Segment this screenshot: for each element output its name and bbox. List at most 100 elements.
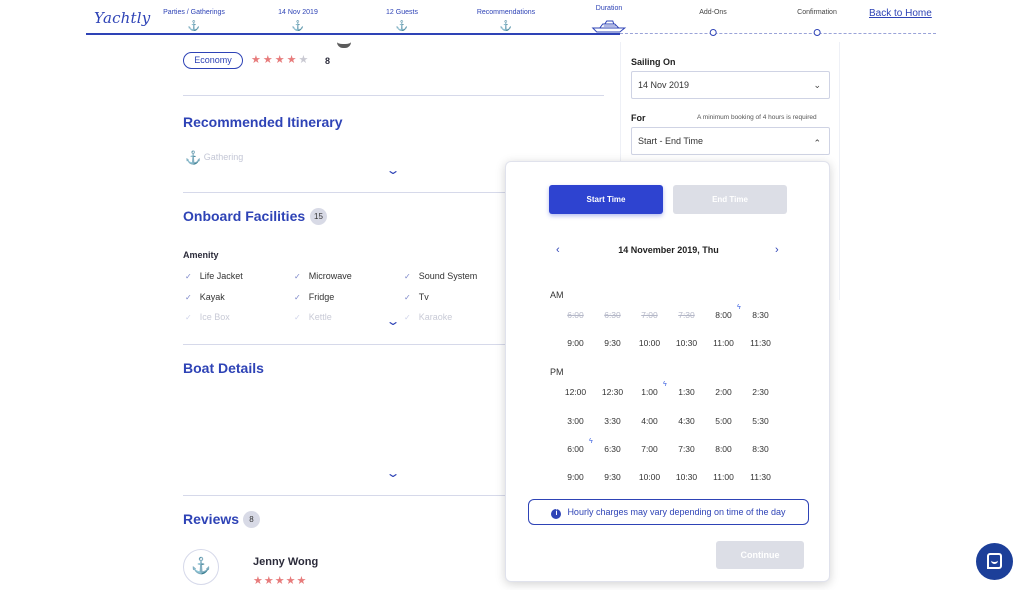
time-slot[interactable]: 10:30 xyxy=(675,338,698,348)
anchor-icon: ⚓ xyxy=(185,150,202,165)
divider xyxy=(183,344,505,345)
amenity-item: ✓ Sound System xyxy=(404,271,478,281)
reviews-title: Reviews xyxy=(183,511,240,527)
time-slot[interactable]: 10:00 xyxy=(638,472,661,482)
time-slot[interactable]: 4:30 xyxy=(678,416,695,426)
reviewer-rating-stars: ★★★★★ xyxy=(253,575,308,587)
previous-day-arrow-icon[interactable]: ‹ xyxy=(556,244,560,256)
time-slot[interactable]: 2:00 xyxy=(715,387,732,397)
step-dot-icon xyxy=(813,29,821,36)
time-slot[interactable]: 9:00 xyxy=(567,338,584,348)
check-icon: ✓ xyxy=(404,293,411,302)
time-slot[interactable]: 8:00 xyxy=(715,310,732,320)
amenity-item: ✓ Kettle xyxy=(294,312,332,322)
anchor-icon: ⚓ xyxy=(499,21,513,32)
step-parties[interactable]: Parties / Gatherings ⚓ xyxy=(163,9,225,32)
expand-boat-details-chevron-icon[interactable]: ⌄ xyxy=(385,466,401,480)
time-slot[interactable]: 11:30 xyxy=(750,338,771,348)
anchor-icon: ⚓ xyxy=(191,558,211,575)
time-slot[interactable]: 8:00 xyxy=(715,444,732,454)
amenity-group-title: Amenity xyxy=(183,250,219,260)
step-duration: Duration xyxy=(591,0,627,33)
start-time-tab[interactable]: Start Time xyxy=(549,185,663,214)
check-icon: ✓ xyxy=(185,313,192,322)
expand-facilities-chevron-icon[interactable]: ⌄ xyxy=(385,314,401,328)
time-slot[interactable]: 6:00 xyxy=(567,444,584,454)
check-icon: ✓ xyxy=(294,272,301,281)
chat-launcher-button[interactable] xyxy=(976,543,1013,580)
time-slot[interactable]: 3:00 xyxy=(567,416,584,426)
time-range-select[interactable]: Start - End Time ⌃ xyxy=(631,127,830,155)
divider xyxy=(183,95,604,96)
check-icon: ✓ xyxy=(185,293,192,302)
time-slot[interactable]: 3:30 xyxy=(604,416,621,426)
time-slot: 6:30 xyxy=(604,310,621,320)
time-slot[interactable]: 9:30 xyxy=(604,338,621,348)
time-slot: 7:30 xyxy=(678,310,695,320)
time-slot[interactable]: 11:30 xyxy=(750,472,771,482)
time-slot[interactable]: 5:00 xyxy=(715,416,732,426)
step-confirmation: Confirmation xyxy=(797,0,837,36)
peak-rate-bolt-icon: ϟ xyxy=(737,304,741,311)
amenity-item: ✓ Tv xyxy=(404,292,429,302)
amenity-item: ✓ Life Jacket xyxy=(185,271,243,281)
sailing-date-select[interactable]: 14 Nov 2019 ⌄ xyxy=(631,71,830,99)
step-add-ons: Add-Ons xyxy=(699,0,727,36)
time-slot[interactable]: 6:30 xyxy=(604,444,621,454)
step-date[interactable]: 14 Nov 2019 ⚓ xyxy=(278,9,318,32)
time-slot[interactable]: 8:30 xyxy=(752,444,769,454)
time-slot[interactable]: 9:00 xyxy=(567,472,584,482)
time-slot[interactable]: 4:00 xyxy=(641,416,658,426)
time-slot[interactable]: 11:00 xyxy=(713,472,734,482)
reviewer-name: Jenny Wong xyxy=(253,556,319,568)
facilities-title: Onboard Facilities xyxy=(183,208,306,224)
chat-icon xyxy=(987,553,1002,569)
check-icon: ✓ xyxy=(294,313,301,322)
time-picker-popup: Start Time End Time ‹ 14 November 2019, … xyxy=(505,161,830,582)
anchor-icon: ⚓ xyxy=(187,21,201,32)
listing-title-cut xyxy=(337,36,351,48)
time-slot[interactable]: 11:00 xyxy=(713,338,734,348)
time-slot[interactable]: 12:30 xyxy=(601,387,624,397)
time-slot[interactable]: 10:00 xyxy=(638,338,661,348)
amenity-item: ✓ Karaoke xyxy=(404,312,453,322)
time-slot[interactable]: 7:00 xyxy=(641,444,658,454)
time-slot[interactable]: 2:30 xyxy=(752,387,769,397)
facilities-count-badge: 15 xyxy=(310,208,327,225)
progress-header: Yachtly Parties / Gatherings ⚓ 14 Nov 20… xyxy=(0,0,1024,40)
time-slot[interactable]: 10:30 xyxy=(675,472,698,482)
time-slot[interactable]: 1:30 xyxy=(678,387,695,397)
peak-rate-bolt-icon: ϟ xyxy=(663,381,667,388)
step-guests[interactable]: 12 Guests ⚓ xyxy=(386,9,418,32)
back-to-home-link[interactable]: Back to Home xyxy=(869,8,932,19)
expand-itinerary-chevron-icon[interactable]: ⌄ xyxy=(385,163,401,177)
end-time-tab[interactable]: End Time xyxy=(673,185,787,214)
pm-label: PM xyxy=(550,367,564,377)
yachtly-logo[interactable]: Yachtly xyxy=(94,9,151,27)
time-slot[interactable]: 9:30 xyxy=(604,472,621,482)
time-slot[interactable]: 8:30 xyxy=(752,310,769,320)
continue-button[interactable]: Continue xyxy=(716,541,804,569)
amenity-item: ✓ Kayak xyxy=(185,292,225,302)
time-slot[interactable]: 12:00 xyxy=(564,387,587,397)
anchor-icon: ⚓ xyxy=(291,21,305,32)
check-icon: ✓ xyxy=(404,272,411,281)
chevron-up-icon: ⌃ xyxy=(813,138,821,148)
step-recommendations[interactable]: Recommendations ⚓ xyxy=(476,9,536,32)
reviews-count-badge: 8 xyxy=(243,511,260,528)
peak-rate-bolt-icon: ϟ xyxy=(589,438,593,445)
picker-date: 14 November 2019, Thu xyxy=(618,245,719,255)
check-icon: ✓ xyxy=(185,272,192,281)
time-slot[interactable]: 1:00 xyxy=(641,387,658,397)
time-slot[interactable]: 5:30 xyxy=(752,416,769,426)
step-dot-icon xyxy=(709,29,717,36)
next-day-arrow-icon[interactable]: › xyxy=(775,244,779,256)
am-label: AM xyxy=(550,290,564,300)
progress-track-completed xyxy=(86,33,620,35)
sailing-on-label: Sailing On xyxy=(631,57,676,67)
check-icon: ✓ xyxy=(404,313,411,322)
reviewer-avatar: ⚓ xyxy=(183,549,219,585)
time-slot[interactable]: 7:30 xyxy=(678,444,695,454)
amenity-item: ✓ Microwave xyxy=(294,271,352,281)
itinerary-item: ⚓ Gathering xyxy=(185,150,244,165)
